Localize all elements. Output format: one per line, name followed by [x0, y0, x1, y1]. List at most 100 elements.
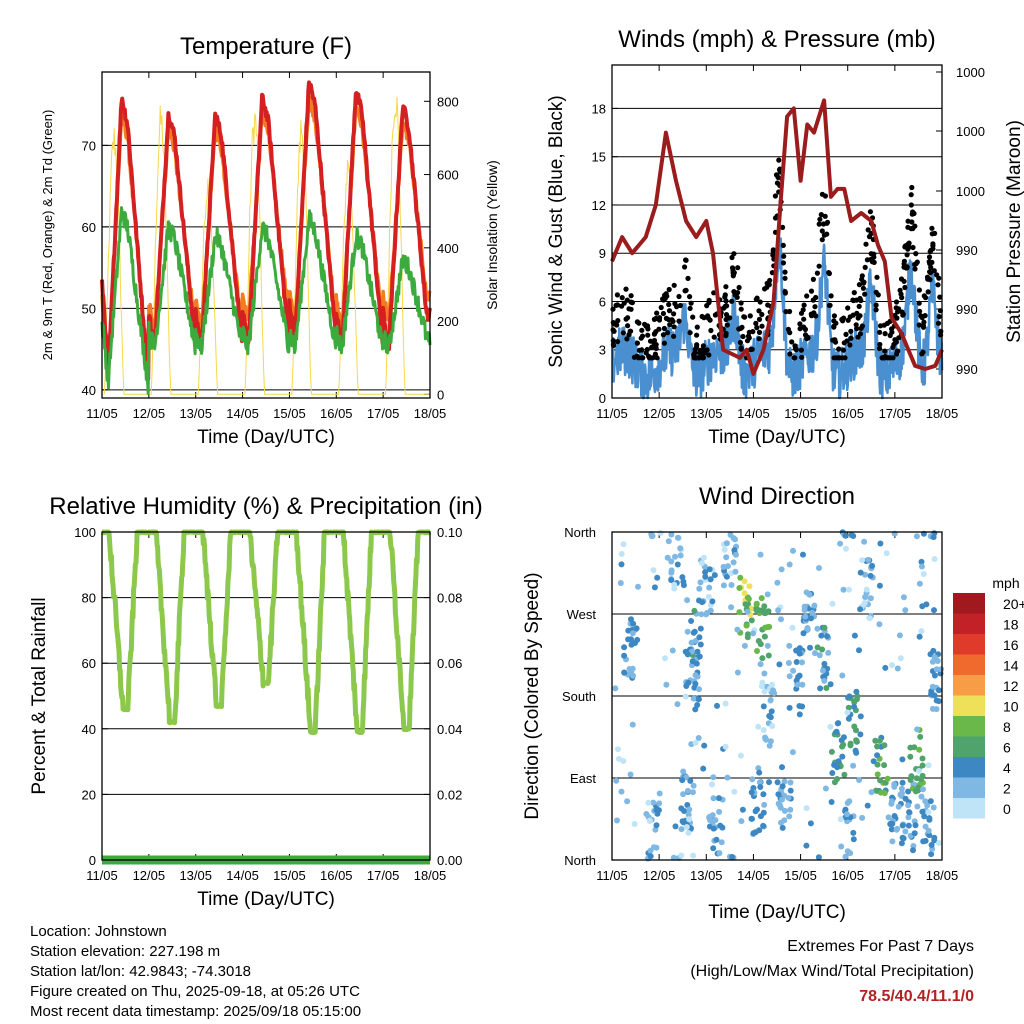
direction-point [796, 650, 803, 657]
gust-point [868, 256, 874, 262]
direction-point [696, 653, 703, 660]
direction-point [863, 586, 870, 593]
direction-point [691, 607, 698, 614]
direction-point [775, 800, 782, 807]
x-tick-label: 18/05 [926, 868, 959, 883]
gust-point [671, 333, 677, 339]
direction-point [905, 788, 912, 795]
direction-point [884, 775, 891, 782]
direction-point [628, 636, 634, 643]
y-tick-label: East [570, 771, 596, 786]
gust-point [615, 339, 621, 345]
direction-point [723, 540, 730, 547]
direction-point [724, 774, 731, 781]
direction-point [857, 569, 864, 576]
direction-point [749, 776, 756, 783]
direction-point [767, 697, 774, 703]
direction-point [920, 786, 926, 793]
legend-swatch [953, 593, 985, 614]
gust-point [859, 276, 865, 282]
direction-point [702, 573, 709, 580]
pressure-line [610, 98, 944, 376]
direction-point [656, 800, 663, 807]
direction-point [662, 655, 668, 662]
direction-point [647, 853, 654, 860]
direction-point [838, 737, 845, 744]
gust-point [738, 346, 744, 352]
gust-point [909, 184, 915, 191]
legend-label: 0 [1003, 801, 1011, 817]
gust-point [847, 342, 853, 348]
gust-point [819, 191, 826, 197]
direction-point [898, 840, 905, 847]
gust-point [756, 329, 763, 335]
direction-point [741, 642, 748, 649]
gust-point [619, 295, 625, 301]
x-tick-label: 14/05 [737, 406, 770, 421]
gust-point [917, 308, 923, 314]
direction-point [822, 785, 829, 792]
direction-point [678, 852, 685, 859]
direction-point [711, 572, 718, 579]
gust-point [887, 355, 894, 361]
gust-point [702, 350, 708, 356]
direction-point [763, 736, 770, 743]
direction-point [926, 815, 933, 822]
direction-point [796, 703, 803, 709]
direction-point [732, 551, 739, 558]
gust-point [860, 285, 867, 291]
gust-point [754, 325, 760, 331]
gust-point [910, 225, 916, 232]
gust-point [700, 343, 707, 349]
extremes-box: Extremes For Past 7 Days (High/Low/Max W… [690, 934, 974, 1009]
direction-point [899, 779, 906, 786]
direction-point [741, 578, 748, 585]
gust-point [899, 309, 905, 315]
direction-point [757, 813, 764, 820]
direction-point [752, 829, 759, 836]
gust-point [937, 294, 943, 300]
gust-point [847, 314, 853, 320]
gust-point [893, 299, 900, 305]
direction-point [678, 805, 685, 812]
direction-point [748, 815, 755, 822]
temperature-2m-line [100, 80, 432, 381]
direction-point [846, 693, 853, 700]
direction-point [888, 826, 895, 833]
gust-point [893, 339, 900, 345]
direction-point [905, 814, 912, 821]
direction-point [846, 586, 852, 593]
y2-axis-label: Station Pressure (Maroon) [1004, 120, 1024, 343]
direction-point [744, 634, 751, 641]
direction-point [765, 652, 772, 659]
gust-point [902, 243, 909, 249]
gust-point [658, 304, 664, 311]
y-tick-label: 80 [82, 591, 96, 606]
relative-humidity-line [100, 529, 432, 736]
plot-frame [101, 531, 431, 861]
direction-point [816, 652, 823, 659]
direction-point [861, 538, 868, 545]
gust-point [736, 326, 742, 332]
direction-point [758, 595, 765, 602]
gust-point [797, 321, 803, 327]
x-tick-label: 15/05 [784, 868, 817, 883]
gust-point [683, 257, 689, 263]
gust-point [908, 202, 914, 208]
gust-point [857, 313, 863, 319]
gust-point [887, 332, 893, 339]
direction-point [776, 661, 783, 668]
direction-point [864, 802, 871, 809]
gust-point [757, 299, 763, 305]
x-tick-label: 13/05 [690, 406, 723, 421]
direction-point [895, 803, 902, 810]
gust-point [647, 338, 654, 344]
gust-point [785, 326, 792, 332]
direction-point [931, 607, 937, 614]
direction-point [912, 822, 919, 829]
direction-point [697, 625, 704, 632]
direction-point [799, 681, 806, 688]
direction-point [911, 830, 918, 837]
legend-label: 14 [1003, 658, 1019, 674]
gust-point [723, 298, 729, 304]
